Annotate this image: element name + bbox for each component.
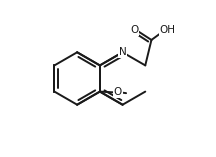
Text: N: N	[119, 47, 126, 57]
Text: O: O	[130, 25, 139, 35]
Text: OH: OH	[160, 25, 176, 35]
Text: O: O	[114, 87, 122, 97]
